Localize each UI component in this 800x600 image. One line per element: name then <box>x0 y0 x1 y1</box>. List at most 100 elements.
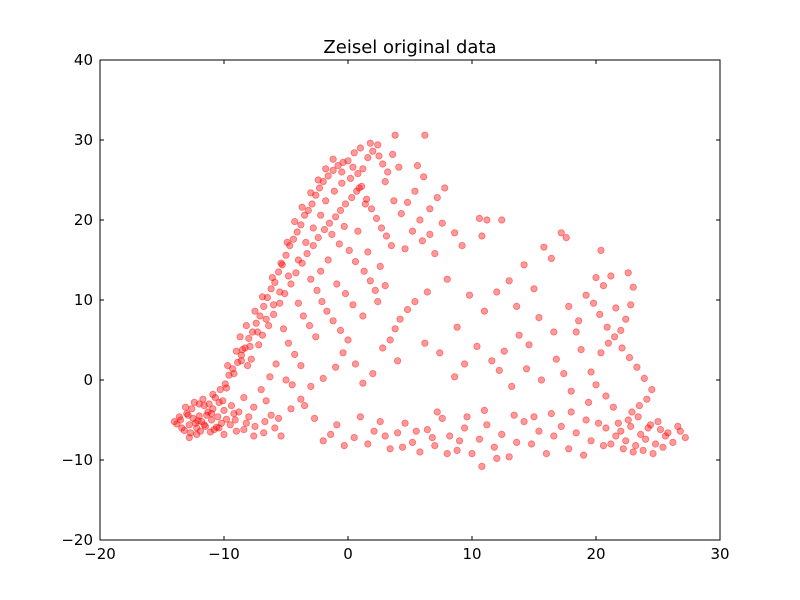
data-point <box>281 289 289 298</box>
data-point <box>219 397 227 405</box>
data-point <box>382 232 391 240</box>
data-point <box>468 449 476 458</box>
data-point <box>594 419 603 427</box>
data-point <box>421 339 429 347</box>
data-point <box>617 326 625 334</box>
data-point <box>408 227 417 235</box>
data-point <box>355 184 363 192</box>
data-point <box>359 165 367 173</box>
data-point <box>235 408 243 416</box>
data-point <box>542 449 551 458</box>
data-point <box>592 381 600 389</box>
data-point <box>170 417 178 426</box>
data-point <box>607 440 615 448</box>
data-point <box>237 357 245 365</box>
data-point <box>335 240 343 248</box>
chart-title: Zeisel original data <box>323 37 496 58</box>
data-point <box>423 425 431 434</box>
data-point <box>505 453 513 461</box>
data-point <box>341 289 350 298</box>
data-point <box>377 224 386 232</box>
data-point <box>451 229 459 237</box>
data-point <box>330 187 338 195</box>
data-point <box>300 211 309 219</box>
data-point <box>398 443 407 451</box>
data-point <box>329 166 337 174</box>
data-point <box>252 319 260 327</box>
data-point <box>220 406 228 414</box>
data-point <box>319 437 327 445</box>
data-point <box>389 150 397 158</box>
data-point <box>267 285 275 293</box>
data-point <box>222 415 231 423</box>
data-point <box>243 361 252 370</box>
data-point <box>229 365 237 373</box>
data-point <box>267 411 275 419</box>
data-point <box>401 245 409 253</box>
data-point <box>324 256 332 264</box>
data-point <box>633 363 641 371</box>
data-point <box>493 288 501 296</box>
data-point <box>412 427 420 435</box>
data-point <box>349 301 357 309</box>
data-point <box>360 267 368 275</box>
data-point <box>560 369 568 378</box>
data-point <box>572 429 580 437</box>
data-point <box>366 139 374 147</box>
data-point <box>646 421 655 429</box>
data-point <box>535 427 543 435</box>
data-point <box>604 339 613 347</box>
data-point <box>364 440 372 448</box>
data-point <box>284 272 293 280</box>
data-point <box>431 250 439 258</box>
plot-frame <box>99 59 721 541</box>
data-point <box>320 226 329 234</box>
data-point <box>242 321 250 330</box>
data-point <box>371 286 379 294</box>
data-point <box>294 256 302 264</box>
data-point <box>198 417 206 426</box>
data-point <box>483 421 491 429</box>
data-point <box>288 381 296 389</box>
data-point <box>204 408 212 416</box>
data-point <box>465 291 474 299</box>
data-point <box>310 414 319 422</box>
data-point <box>537 376 546 384</box>
data-point <box>622 437 630 445</box>
data-point <box>194 417 202 425</box>
data-point <box>416 216 424 224</box>
data-point <box>222 384 231 392</box>
data-point <box>230 369 238 378</box>
data-point <box>331 363 340 371</box>
data-point <box>318 297 326 306</box>
data-point <box>624 416 632 424</box>
data-point <box>294 299 302 307</box>
data-point <box>185 421 193 429</box>
data-point <box>359 379 367 387</box>
data-point <box>627 301 635 309</box>
data-point <box>374 141 382 149</box>
data-point <box>582 416 590 424</box>
data-point <box>609 403 617 411</box>
data-point <box>189 414 197 422</box>
data-point <box>651 440 660 448</box>
data-point <box>241 344 249 352</box>
data-point <box>334 162 342 170</box>
data-point <box>644 424 652 432</box>
data-point <box>379 160 387 168</box>
data-point <box>413 162 422 170</box>
data-point <box>420 173 428 181</box>
data-point <box>317 267 325 275</box>
data-point <box>575 317 583 325</box>
data-point <box>431 441 439 450</box>
data-point <box>565 302 573 310</box>
data-point <box>251 307 259 315</box>
data-point <box>283 238 291 246</box>
data-point <box>369 369 377 378</box>
data-point <box>391 131 399 139</box>
data-point <box>577 345 585 354</box>
data-point <box>338 179 346 187</box>
x-tick-label: 0 <box>343 545 353 563</box>
data-point <box>628 408 636 416</box>
